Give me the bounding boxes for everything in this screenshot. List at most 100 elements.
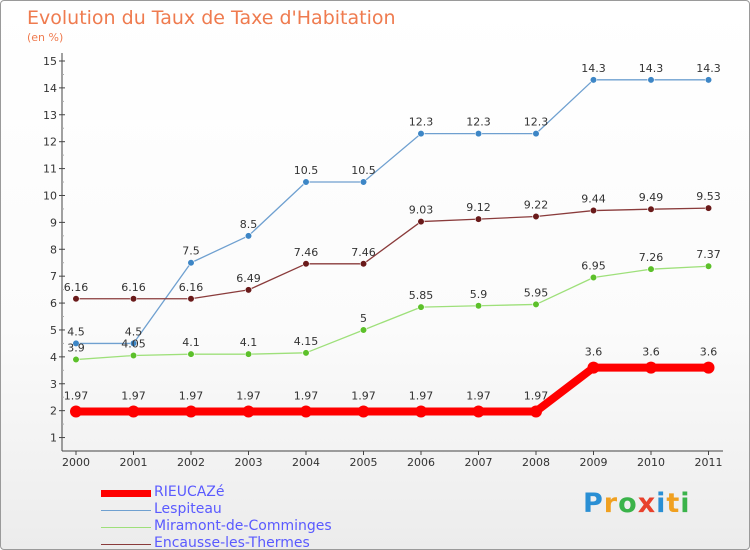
data-label: 6.49 xyxy=(236,272,261,285)
data-point xyxy=(244,232,253,240)
data-label: 3.6 xyxy=(642,346,660,359)
data-label: 6.16 xyxy=(121,281,146,294)
data-point xyxy=(244,286,253,294)
data-point xyxy=(589,206,598,215)
logo-letter: r xyxy=(603,488,619,519)
data-label: 5.95 xyxy=(524,286,549,299)
series-line-0 xyxy=(72,363,713,416)
data-point xyxy=(359,178,368,186)
data-label: 1.97 xyxy=(466,389,491,402)
y-tick-label: 2 xyxy=(50,405,57,418)
data-point xyxy=(704,76,713,84)
data-point xyxy=(359,260,368,268)
data-label: 1.97 xyxy=(524,389,549,402)
y-tick-label: 8 xyxy=(50,243,57,256)
legend-label: Encausse-les-Thermes xyxy=(154,535,310,550)
data-point xyxy=(587,361,600,374)
data-label: 9.12 xyxy=(466,201,491,214)
data-point xyxy=(187,259,195,267)
series-line-2 xyxy=(75,265,710,361)
data-point xyxy=(532,130,540,138)
x-tick-label: 2005 xyxy=(350,456,378,469)
x-tick-label: 2003 xyxy=(235,456,263,469)
data-label: 14.3 xyxy=(581,62,606,75)
logo-letter: P xyxy=(583,488,604,519)
data-point xyxy=(187,350,195,358)
data-point xyxy=(530,405,542,418)
data-point xyxy=(417,217,425,226)
logo-letter: i xyxy=(680,488,691,519)
logo-letter: o xyxy=(618,488,638,519)
data-point xyxy=(704,262,713,270)
logo-letter: x xyxy=(637,488,657,519)
data-point xyxy=(129,339,138,348)
x-tick-label: 2002 xyxy=(177,456,205,469)
data-label: 7.46 xyxy=(294,246,319,259)
data-point xyxy=(589,273,598,282)
data-point xyxy=(474,130,483,138)
data-label: 3.6 xyxy=(700,346,718,359)
data-point xyxy=(647,76,655,84)
data-point xyxy=(127,405,140,418)
legend-swatch xyxy=(101,490,151,497)
data-label: 1.97 xyxy=(64,389,89,402)
data-label: 4.5 xyxy=(67,325,85,338)
data-label: 3.9 xyxy=(67,342,85,355)
data-point xyxy=(187,295,195,303)
data-point xyxy=(70,405,82,418)
data-label: 1.97 xyxy=(294,389,319,402)
data-label: 7.37 xyxy=(696,248,721,261)
y-tick-label: 4 xyxy=(50,351,57,364)
data-point xyxy=(242,405,255,418)
data-label: 10.5 xyxy=(351,164,376,177)
proxiti-logo: Proxiti xyxy=(583,488,691,519)
data-label: 4.1 xyxy=(182,336,200,349)
x-tick-label: 2001 xyxy=(120,456,148,469)
chart-title: Evolution du Taux de Taxe d'Habitation xyxy=(27,7,396,29)
y-tick-label: 7 xyxy=(50,270,57,283)
y-tick-label: 15 xyxy=(43,55,57,68)
y-tick-label: 5 xyxy=(50,324,57,337)
data-label: 9.53 xyxy=(696,190,721,203)
series-lines xyxy=(72,79,713,416)
y-tick-label: 13 xyxy=(43,109,57,122)
data-label: 5.85 xyxy=(409,289,434,302)
logo-letter: i xyxy=(656,488,667,519)
data-point xyxy=(532,300,540,309)
x-tick-label: 2008 xyxy=(522,456,550,469)
x-tick-label: 2006 xyxy=(407,456,435,469)
legend-label: Lespiteau xyxy=(154,501,222,517)
data-point xyxy=(474,215,483,223)
y-tick-label: 10 xyxy=(43,189,57,202)
data-label: 8.5 xyxy=(240,218,258,231)
data-point xyxy=(472,405,485,418)
data-label: 9.49 xyxy=(639,191,664,204)
data-label: 7.5 xyxy=(182,245,200,258)
series-labels: 4.5 4.5 7.5 8.5 10.5 10.5 12.3 12.3 12.3 14.3 14.3… xyxy=(64,62,721,403)
data-label: 3.6 xyxy=(585,346,603,359)
data-label: 5 xyxy=(360,312,367,325)
y-tick-label: 3 xyxy=(50,378,57,391)
data-point xyxy=(532,212,540,221)
data-label: 6.16 xyxy=(64,281,89,294)
legend-label: Miramont-de-Comminges xyxy=(154,518,332,534)
data-point xyxy=(474,302,483,310)
y-tick-label: 9 xyxy=(50,216,57,229)
data-label: 1.97 xyxy=(351,389,376,402)
data-label: 6.95 xyxy=(581,260,606,273)
data-label: 10.5 xyxy=(294,164,319,177)
series-line-1 xyxy=(75,79,710,345)
x-tick-label: 2000 xyxy=(62,456,90,469)
data-point xyxy=(417,130,425,138)
data-label: 9.22 xyxy=(524,198,549,211)
legend-swatch xyxy=(101,544,151,545)
x-tick-label: 2007 xyxy=(465,456,493,469)
data-label: 12.3 xyxy=(524,116,549,129)
data-label: 5.9 xyxy=(470,288,488,301)
data-point xyxy=(645,361,657,374)
data-point xyxy=(417,303,425,311)
data-label: 1.97 xyxy=(179,389,204,402)
data-point xyxy=(702,361,715,374)
data-point xyxy=(704,204,713,212)
